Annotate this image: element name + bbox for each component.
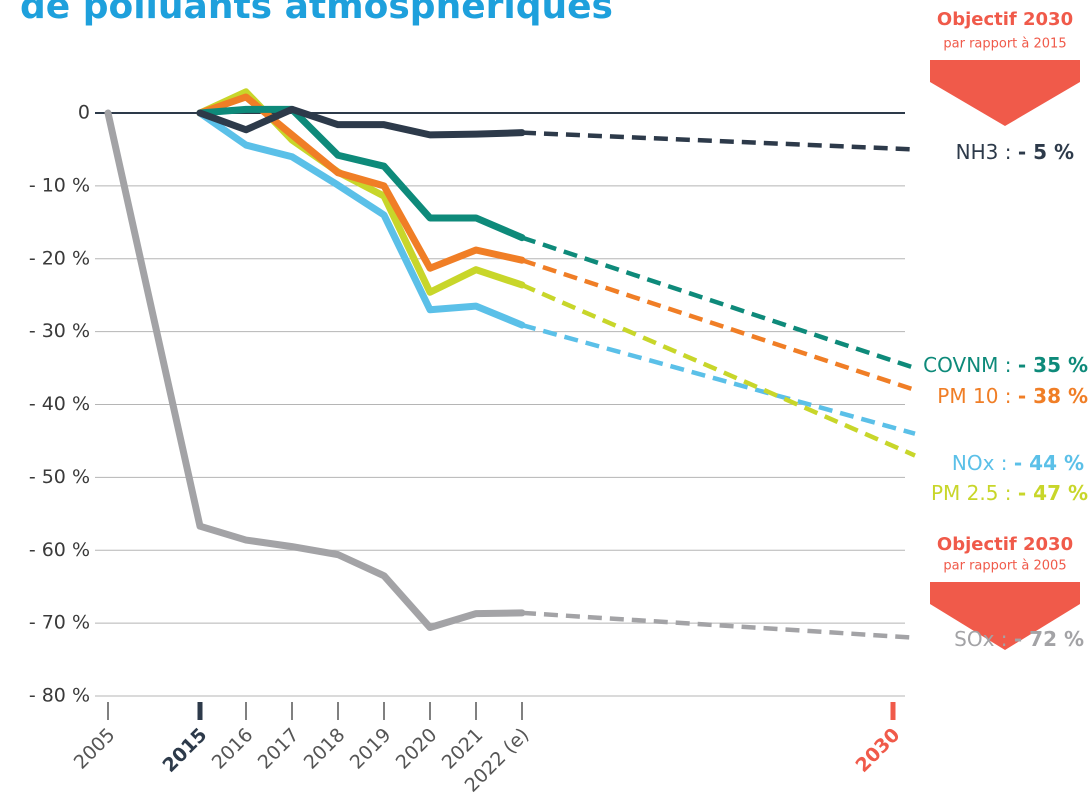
annotation-subtitle: par rapport à 2005: [943, 559, 1066, 574]
y-tick-label: - 10 %: [29, 174, 90, 196]
projection-line: [521, 322, 916, 436]
value-label: - 47 %: [1018, 481, 1088, 505]
label-separator: :: [1005, 481, 1012, 505]
x-tick-label: 2018: [300, 724, 350, 774]
label-separator: :: [1005, 140, 1012, 164]
end-label: COVNM : - 35 %: [923, 353, 1088, 377]
end-label: NOx : - 44 %: [952, 451, 1084, 475]
value-label: - 5 %: [1018, 140, 1074, 164]
y-tick-label: - 50 %: [29, 466, 90, 488]
x-tick-label: 2019: [346, 724, 396, 774]
series-name: COVNM: [923, 353, 998, 377]
y-tick-label: - 60 %: [29, 539, 90, 561]
label-separator: :: [1001, 451, 1008, 475]
label-separator: :: [1001, 627, 1008, 651]
series-line: [104, 109, 526, 631]
y-tick-label: - 40 %: [29, 393, 90, 415]
end-label: PM 10 : - 38 %: [937, 384, 1088, 408]
label-separator: :: [1005, 353, 1012, 377]
value-label: - 35 %: [1018, 353, 1088, 377]
chart-title: de polluants atmosphériques: [20, 0, 613, 27]
annotation-title: Objectif 2030: [937, 534, 1073, 555]
x-tick-label: 2005: [70, 724, 120, 774]
x-tick-label: 2017: [254, 724, 304, 774]
value-label: - 44 %: [1014, 451, 1084, 475]
x-tick-label: 2020: [392, 724, 442, 774]
series-name: NH3: [956, 140, 999, 164]
end-label: PM 2.5 : - 47 %: [931, 481, 1088, 505]
series-name: SOx: [954, 627, 994, 651]
series-name: NOx: [952, 451, 995, 475]
annotation: Objectif 2030 par rapport à 2005: [930, 534, 1080, 650]
end-label: NH3 : - 5 %: [956, 140, 1074, 164]
series-name: PM 10: [937, 384, 998, 408]
series-line: [196, 109, 526, 329]
target-arrow: [930, 582, 1080, 650]
series-name: PM 2.5: [931, 481, 998, 505]
series-line: [196, 93, 526, 272]
annotation-title: Objectif 2030: [937, 9, 1073, 30]
target-arrow: [930, 60, 1080, 126]
value-label: - 72 %: [1014, 627, 1084, 651]
end-label: SOx : - 72 %: [954, 627, 1084, 651]
projection-line: [521, 130, 916, 152]
series-line: [196, 105, 526, 139]
y-tick-label: - 20 %: [29, 247, 90, 269]
label-separator: :: [1005, 384, 1012, 408]
value-label: - 38 %: [1018, 384, 1088, 408]
annotation-subtitle: par rapport à 2015: [943, 37, 1066, 52]
projection-line: [521, 282, 916, 458]
projection-line: [521, 258, 916, 393]
y-tick-label: - 80 %: [29, 685, 90, 707]
x-tick-label: 2030: [851, 724, 904, 777]
projection-line: [521, 235, 916, 371]
series-line: [196, 105, 526, 242]
y-tick-label: - 30 %: [29, 320, 90, 342]
projection-line: [521, 610, 916, 640]
x-tick-label: 2015: [158, 724, 211, 777]
y-tick-label: - 70 %: [29, 612, 90, 634]
annotation: Objectif 2030 par rapport à 2015: [930, 9, 1080, 126]
y-tick-label: 0: [78, 102, 90, 124]
x-tick-label: 2016: [208, 724, 258, 774]
